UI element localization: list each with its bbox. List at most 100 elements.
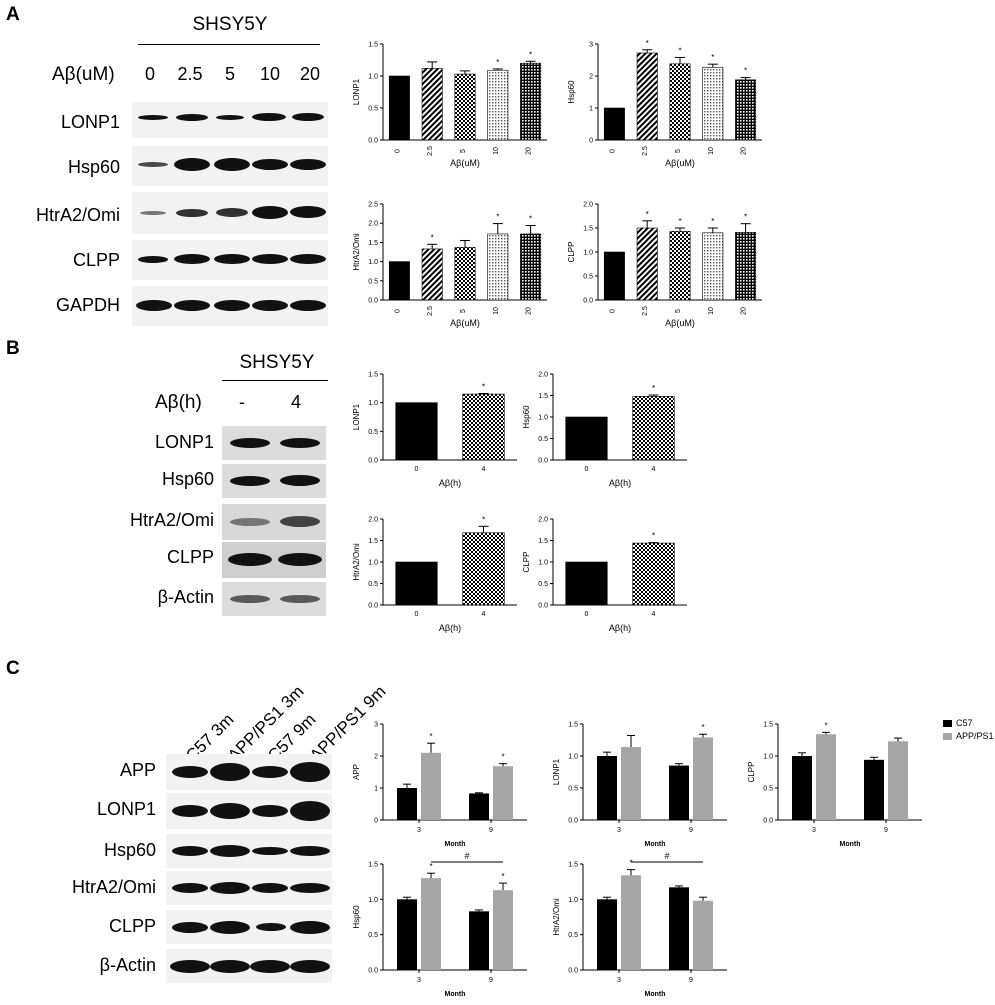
chart-c-lonp1: 0.0 0.5 1.0 1.5 LONP1 Month * 3 9 [545,710,735,850]
y-tick-label: 2.0 [368,221,378,228]
panel-letter-a: A [6,4,20,25]
x-tick-label: 0 [394,309,401,313]
x-tick-label: 0 [415,466,419,473]
y-axis-label: HtrA2/Omi [552,898,561,936]
chart-svg: 0.0 0.5 1.0 1.5 2.0 CLPP Aβ(h) 0 * 4 [522,517,687,633]
significance-star: * [501,753,504,762]
y-tick-label: 0.0 [583,298,593,305]
significance-star: * [744,67,747,76]
blot-b-title-line [222,380,328,381]
x-tick-label: 5 [675,149,682,153]
chart-c-htra2: 0.0 0.5 1.0 1.5 HtrA2/Omi Month * 3 9 # [545,850,735,1000]
blot-a-treat-label: Aβ(uM) [52,64,115,85]
blot-c-row-label: β-Actin [99,955,156,975]
bar [702,232,724,301]
y-axis-label: Hsp60 [522,405,531,429]
legend-label-app: APP/PS1 [956,731,994,741]
significance-star: * [529,215,532,224]
y-tick-label: 3 [374,722,378,729]
x-tick-label: 4 [652,611,656,618]
y-tick-label: 0.5 [368,581,378,588]
significance-star: * [678,46,681,55]
bar [469,793,489,820]
x-tick-label: 0 [415,611,419,618]
y-tick-label: 1.5 [368,240,378,247]
bar [792,756,812,820]
bar [597,756,617,820]
x-tick-label: 10 [493,147,500,155]
bar [454,247,476,301]
bar [462,393,505,461]
y-tick-label: 2 [589,74,593,81]
y-tick-label: 1.0 [538,415,548,422]
bar [388,75,410,141]
y-tick-label: 3 [589,42,593,49]
chart-svg: 0.0 0.5 1.0 1.5 LONP1 Aβ(h) 0 * 4 [352,372,517,488]
significance-star: * [496,58,499,67]
bar [565,561,608,606]
blot-a-row-label: CLPP [72,250,120,270]
bar [520,62,542,141]
blot-c-strip-htra2 [166,871,332,905]
blot-b-treat-label: Aβ(h) [155,392,202,413]
y-tick-label: 0.5 [583,274,593,281]
significance-star: * [744,213,747,222]
bar [421,68,443,141]
blot-b-strip-lonp1 [222,426,326,460]
significance-star: * [711,53,714,62]
x-tick-label: 20 [741,147,748,155]
x-axis-label: Aβ(uM) [665,318,695,328]
y-axis-label: LONP1 [552,758,561,785]
y-tick-label: 1.5 [368,42,378,49]
bar [469,911,489,970]
bar [735,79,757,141]
bar [669,231,691,301]
bar [397,899,417,970]
x-tick-label: 9 [689,827,693,834]
bar [487,233,509,301]
y-tick-label: 0.5 [368,429,378,436]
y-axis-label: CLPP [747,762,756,783]
y-tick-label: 1.0 [368,560,378,567]
blot-c-strip-lonp1 [166,793,332,829]
x-axis-label: Aβ(h) [609,478,631,488]
bar [735,232,757,301]
chart-a-htra2: 0.0 0.5 1.0 1.5 2.0 2.5 HtrA2/Omi Aβ(uM) 0 * 2.5 5 *… [345,190,555,330]
bar [636,52,658,141]
bar [395,402,438,461]
y-tick-label: 1.0 [763,754,773,761]
blot-a-row-label: HtrA2/Omi [35,205,120,225]
blot-a-strip-gapdh [132,286,328,326]
y-tick-label: 0.0 [368,458,378,465]
bar [388,261,410,301]
blot-a-strip-lonp1 [132,102,328,138]
panel-letter-c: C [6,658,20,679]
blot-c-strip-actin [166,949,332,983]
legend-swatch-c57 [943,719,952,727]
y-axis-label: CLPP [522,552,531,573]
chart-svg: 0.0 0.5 1.0 1.5 2.0 Hsp60 Aβ(h) 0 * 4 [522,372,687,488]
y-tick-label: 2.0 [583,202,593,209]
y-tick-label: 0.5 [568,786,578,793]
y-tick-label: 1.0 [368,400,378,407]
y-tick-label: 0.0 [538,458,548,465]
bar [669,887,689,970]
significance-star: * [496,213,499,222]
significance-star: * [629,859,632,868]
blot-a-strip-clpp [132,240,328,280]
y-tick-label: 0.0 [763,818,773,825]
blot-a-strip-htra2 [132,192,328,234]
bar [864,759,884,820]
x-tick-label: 3 [417,827,421,834]
y-tick-label: 0 [374,818,378,825]
blot-a-lane-label: 0 [144,64,155,84]
y-tick-label: 1.5 [568,862,578,869]
x-tick-label: 10 [708,307,715,315]
bar [693,900,713,970]
blot-c-strip-clpp [166,910,332,944]
chart-a-clpp: 0.0 0.5 1.0 1.5 2.0 CLPP Aβ(uM) 0 * 2.5 * 5 * 10 * 20 [560,190,770,330]
blot-b-row-label: β-Actin [157,587,214,607]
significance-star: * [824,721,827,730]
blot-b-lane-label: - [239,392,245,412]
bar [816,734,836,820]
